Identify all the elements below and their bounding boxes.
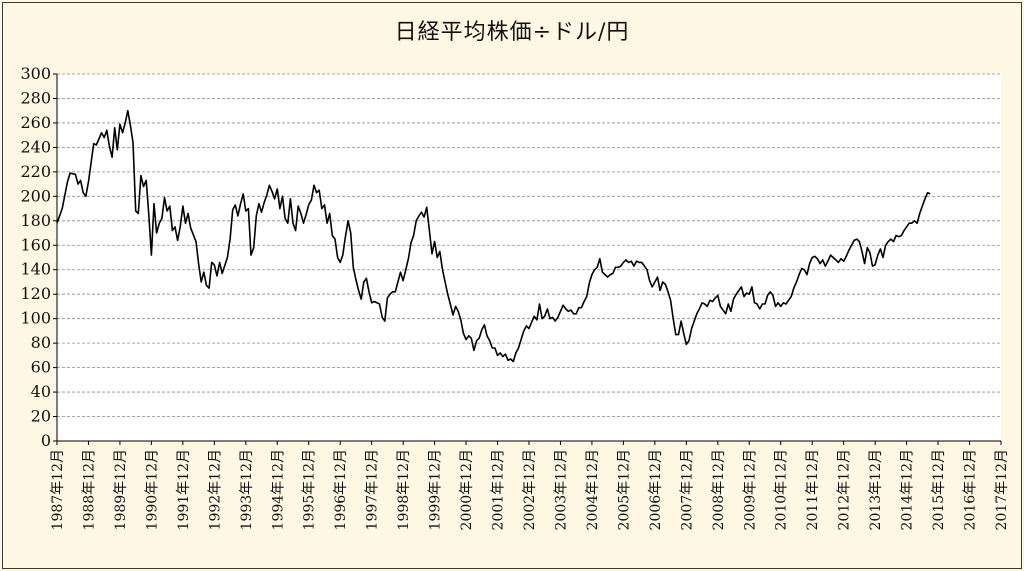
x-tick-label: 2008年12月 — [711, 449, 727, 530]
x-tick-label: 2004年12月 — [585, 449, 601, 530]
x-tick-label: 1995年12月 — [302, 449, 318, 530]
y-tick-label: 40 — [31, 382, 51, 401]
series-line — [56, 109, 931, 363]
y-tick-label: 280 — [20, 88, 51, 107]
chart-title: 日経平均株価÷ドル/円 — [394, 20, 630, 45]
x-tick-label: 2007年12月 — [679, 449, 695, 530]
x-tick-label: 1988年12月 — [81, 449, 97, 530]
y-tick-label: 0 — [41, 431, 51, 450]
x-tick-label: 1992年12月 — [207, 449, 223, 530]
x-tick-label: 2001年12月 — [491, 449, 507, 530]
x-tick-label: 2000年12月 — [459, 449, 475, 530]
x-tick-label: 1991年12月 — [176, 449, 192, 530]
y-tick-label: 180 — [20, 211, 51, 230]
x-tick-label: 2002年12月 — [522, 449, 538, 530]
x-tick-label: 2003年12月 — [553, 449, 569, 530]
x-tick-label: 2009年12月 — [742, 449, 758, 530]
x-tick-label: 2010年12月 — [774, 449, 790, 530]
x-tick-label: 2012年12月 — [837, 449, 853, 530]
x-tick-label: 1987年12月 — [50, 449, 66, 530]
x-tick-label: 1994年12月 — [270, 449, 286, 530]
x-tick-label: 2005年12月 — [616, 449, 632, 530]
y-tick-label: 140 — [20, 260, 51, 279]
x-tick-label: 2017年12月 — [994, 449, 1010, 530]
y-tick-label: 160 — [20, 235, 51, 254]
x-tick-label: 1996年12月 — [333, 449, 349, 530]
y-tick-label: 80 — [31, 333, 51, 352]
x-tick-label: 2006年12月 — [648, 449, 664, 530]
x-tick-label: 1990年12月 — [144, 449, 160, 530]
x-tick-label: 2016年12月 — [963, 449, 979, 530]
x-tick-label: 2015年12月 — [931, 449, 947, 530]
y-tick-label: 300 — [20, 64, 51, 83]
x-tick-label: 1998年12月 — [396, 449, 412, 530]
y-tick-label: 100 — [20, 309, 51, 328]
x-tick-label: 2013年12月 — [868, 449, 884, 530]
x-tick-label: 2014年12月 — [900, 449, 916, 530]
x-tick-label: 1989年12月 — [113, 449, 129, 530]
y-tick-label: 220 — [20, 162, 51, 181]
x-tick-label: 2011年12月 — [805, 449, 821, 530]
x-tick-label: 1997年12月 — [365, 449, 381, 530]
y-tick-label: 120 — [20, 284, 51, 303]
y-tick-label: 20 — [31, 407, 51, 426]
y-tick-label: 240 — [20, 137, 51, 156]
x-tick-label: 1999年12月 — [428, 449, 444, 530]
x-tick-label: 1993年12月 — [239, 449, 255, 530]
y-tick-label: 260 — [20, 113, 51, 132]
y-tick-label: 60 — [31, 358, 51, 377]
plot-area — [57, 74, 1001, 441]
y-tick-label: 200 — [20, 186, 51, 205]
